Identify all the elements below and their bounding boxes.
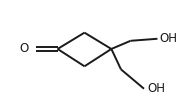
Text: O: O: [19, 42, 28, 55]
Text: OH: OH: [159, 32, 177, 45]
Text: OH: OH: [148, 82, 166, 95]
